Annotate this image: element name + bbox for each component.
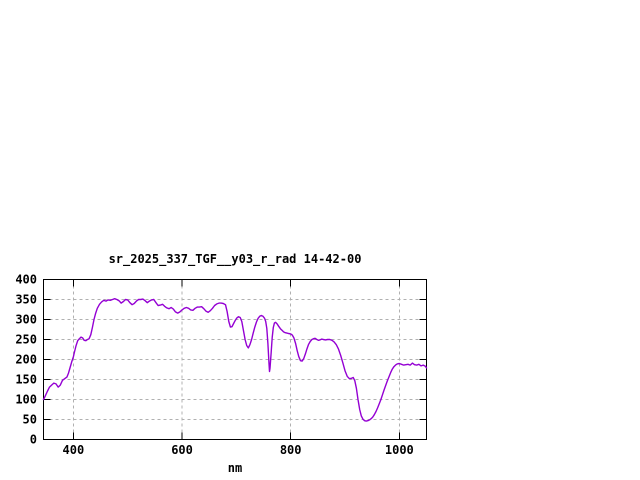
y-tick-label: 350 bbox=[15, 293, 37, 307]
x-tick-label: 400 bbox=[63, 443, 85, 457]
y-tick-label: 250 bbox=[15, 333, 37, 347]
y-tick-label: 100 bbox=[15, 393, 37, 407]
spectrum-line bbox=[42, 298, 428, 422]
y-tick-label: 300 bbox=[15, 313, 37, 327]
y-tick-label: 200 bbox=[15, 353, 37, 367]
y-tick-label: 400 bbox=[15, 273, 37, 287]
y-tick-label: 150 bbox=[15, 373, 37, 387]
x-axis-label: nm bbox=[228, 461, 242, 475]
x-tick-label: 600 bbox=[171, 443, 193, 457]
y-tick-label: 50 bbox=[23, 413, 37, 427]
x-tick-label: 800 bbox=[280, 443, 302, 457]
chart-title: sr_2025_337_TGF__y03_r_rad 14-42-00 bbox=[109, 252, 362, 267]
y-tick-label: 0 bbox=[30, 433, 37, 447]
x-tick-label: 1000 bbox=[385, 443, 414, 457]
